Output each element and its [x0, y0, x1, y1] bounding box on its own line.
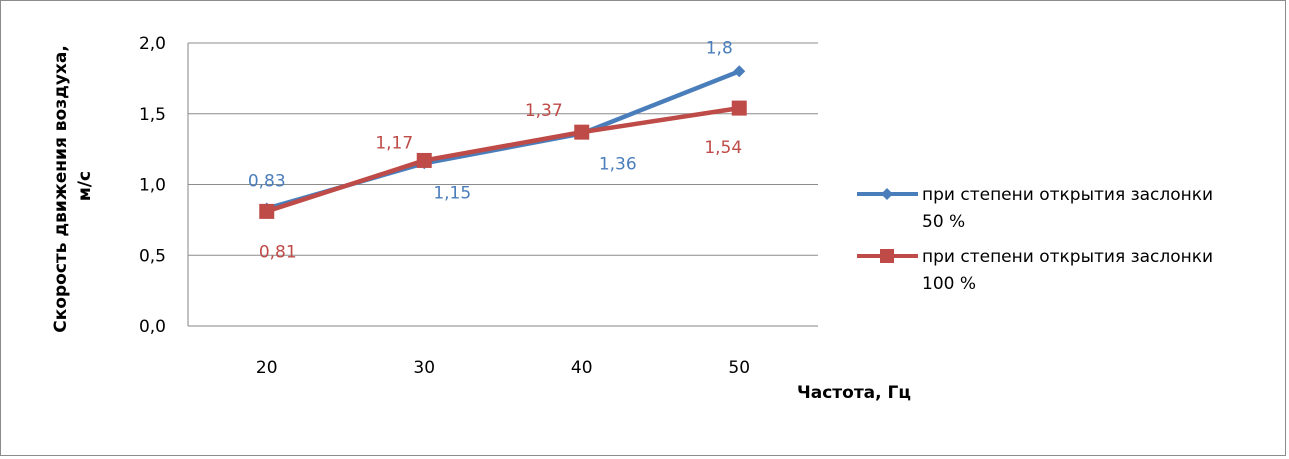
- data-point-series-2: [574, 124, 590, 140]
- series-markers: [259, 65, 747, 219]
- y-tick-label: 1,5: [139, 105, 166, 125]
- data-point-series-2: [416, 152, 432, 168]
- legend-marker-diamond: [881, 188, 893, 200]
- legend-label-series-2-line1: при степени открытия заслонки: [922, 247, 1213, 267]
- x-tick-label: 20: [256, 358, 278, 378]
- series-line-2: [266, 105, 740, 214]
- data-label-series-2: 1,17: [375, 133, 413, 153]
- y-tick-labels: 0,0 0,5 1,0 1,5 2,0: [139, 34, 166, 337]
- data-label-series-2: 1,54: [704, 138, 742, 158]
- y-axis-title-line1: Скорость движения воздуха,: [51, 45, 71, 333]
- legend-label-series-2-line2: 100 %: [922, 274, 976, 294]
- data-point-series-2: [259, 203, 275, 219]
- legend-label-series-1-line1: при степени открытия заслонки: [922, 185, 1213, 205]
- legend-label-series-1: при степени открытия заслонки 50 %: [922, 185, 1218, 232]
- y-tick-label: 0,0: [139, 317, 166, 337]
- data-point-series-2: [731, 100, 747, 116]
- y-tick-label: 2,0: [139, 34, 166, 54]
- data-label-series-1: 1,15: [433, 183, 471, 203]
- y-axis-title: Скорость движения воздуха, м/с: [51, 39, 95, 332]
- x-tick-label: 50: [728, 358, 750, 378]
- legend-label-series-1-line2: 50 %: [922, 212, 965, 232]
- x-tick-label: 30: [413, 358, 435, 378]
- x-tick-label: 40: [571, 358, 593, 378]
- legend-marker-square: [880, 249, 894, 263]
- data-labels: 0,83 1,15 1,36 1,8 0,81 1,17 1,37 1,54: [248, 38, 742, 262]
- data-label-series-1: 1,8: [706, 38, 733, 58]
- data-label-series-2: 1,37: [525, 101, 563, 121]
- x-axis-title: Частота, Гц: [797, 383, 911, 403]
- data-label-series-1: 0,83: [248, 172, 286, 192]
- legend-entry-series-1: при степени открытия заслонки 50 %: [857, 185, 1218, 232]
- legend: при степени открытия заслонки 50 % при с…: [857, 185, 1218, 294]
- y-tick-label: 1,0: [139, 176, 166, 196]
- data-label-series-2: 0,81: [259, 242, 297, 262]
- data-point-series-1: [733, 65, 746, 78]
- y-axis-title-line2: м/с: [75, 171, 95, 201]
- legend-entry-series-2: при степени открытия заслонки 100 %: [857, 247, 1218, 294]
- x-tick-labels: 20 30 40 50: [256, 358, 750, 378]
- data-label-series-1: 1,36: [599, 155, 637, 175]
- legend-label-series-2: при степени открытия заслонки 100 %: [922, 247, 1218, 294]
- series-lines: [266, 69, 741, 214]
- gridlines: [187, 42, 818, 327]
- y-tick-label: 0,5: [139, 246, 166, 266]
